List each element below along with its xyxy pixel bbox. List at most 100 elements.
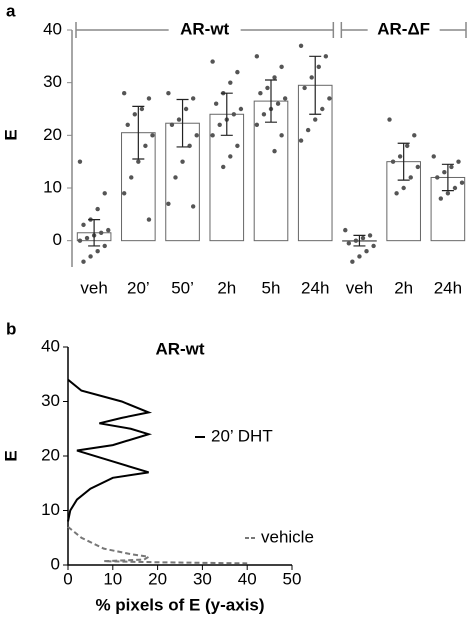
data-point xyxy=(401,185,406,191)
data-point xyxy=(459,180,465,185)
data-point xyxy=(371,243,376,249)
data-point xyxy=(415,164,421,170)
data-point xyxy=(275,101,281,106)
data-point xyxy=(279,133,284,138)
data-point xyxy=(235,143,240,149)
y-tick-label: 0 xyxy=(53,230,62,249)
data-point xyxy=(84,235,90,241)
label-bg xyxy=(168,19,241,41)
data-point xyxy=(129,175,134,180)
data-point xyxy=(210,133,215,138)
y-axis-label: E xyxy=(1,450,20,461)
data-point xyxy=(136,159,141,164)
group-label: AR-ΔF xyxy=(377,19,430,38)
data-point xyxy=(228,154,233,159)
x-axis-label: % pixels of E (y-axis) xyxy=(95,595,264,614)
panel-label: a xyxy=(6,1,16,20)
data-point xyxy=(88,254,93,259)
error-bar xyxy=(397,142,410,181)
error-bar xyxy=(309,55,322,115)
y-tick-label: 10 xyxy=(41,500,60,519)
data-point xyxy=(235,69,240,75)
data-point xyxy=(305,127,311,133)
y-tick-label: 30 xyxy=(43,72,62,91)
data-point xyxy=(445,191,451,196)
x-tick-label: 24h xyxy=(301,278,329,297)
data-point xyxy=(442,170,447,175)
data-point xyxy=(77,159,83,164)
data-point xyxy=(258,91,263,96)
data-point xyxy=(106,227,111,233)
x-tick-label: 20’ xyxy=(127,278,150,297)
y-tick-label: 0 xyxy=(51,554,60,573)
x-tick-label: 50’ xyxy=(171,278,194,297)
data-point xyxy=(327,96,332,101)
data-point xyxy=(367,233,373,238)
data-point xyxy=(121,191,127,196)
data-point xyxy=(169,122,175,128)
data-point xyxy=(102,191,107,196)
y-tick-label: 20 xyxy=(43,125,62,144)
error-bar xyxy=(220,92,233,136)
legend-label: vehicle xyxy=(261,527,314,546)
data-point xyxy=(150,133,155,138)
legend-label: 20’ DHT xyxy=(211,426,273,445)
data-point xyxy=(261,112,267,117)
data-point xyxy=(309,75,314,80)
data-point xyxy=(139,106,145,112)
bar xyxy=(253,100,289,242)
panel-label: b xyxy=(6,319,16,338)
data-point xyxy=(166,201,171,206)
data-point xyxy=(279,64,284,70)
error-bar xyxy=(265,79,277,123)
data-point xyxy=(213,101,219,106)
data-point xyxy=(357,254,362,259)
x-tick-label: 10 xyxy=(103,569,122,588)
series-line xyxy=(67,378,153,522)
data-point xyxy=(228,80,233,85)
error-bar xyxy=(176,98,189,148)
data-point xyxy=(320,106,325,112)
x-tick-label: 2h xyxy=(394,278,413,297)
data-point xyxy=(95,249,100,254)
y-tick-label: 30 xyxy=(41,391,60,410)
data-point xyxy=(405,143,410,149)
data-point xyxy=(431,154,436,159)
y-tick-label: 20 xyxy=(41,445,60,464)
data-point xyxy=(449,164,454,170)
data-point xyxy=(452,185,458,191)
x-tick-label: 30 xyxy=(193,569,212,588)
data-point xyxy=(254,122,260,128)
x-tick-label: veh xyxy=(346,278,373,297)
axes xyxy=(67,347,292,566)
data-point xyxy=(298,43,304,48)
data-point xyxy=(95,206,100,212)
y-tick-label: 40 xyxy=(41,336,60,355)
data-point xyxy=(435,175,440,180)
data-point xyxy=(313,117,318,122)
data-point xyxy=(302,85,307,91)
data-point xyxy=(316,64,321,70)
data-point xyxy=(121,91,127,96)
data-point xyxy=(98,230,104,235)
data-point xyxy=(272,75,277,80)
data-point xyxy=(183,106,189,112)
x-tick-label: 24h xyxy=(434,278,462,297)
data-point xyxy=(190,204,196,209)
series-line xyxy=(67,526,248,565)
data-point xyxy=(323,54,329,59)
data-point xyxy=(190,96,196,101)
data-point xyxy=(217,122,222,128)
data-point xyxy=(125,122,130,128)
x-tick-label: 2h xyxy=(217,278,236,297)
x-tick-label: 5h xyxy=(262,278,281,297)
data-point xyxy=(265,85,270,91)
data-point xyxy=(221,164,226,170)
data-point xyxy=(176,117,182,122)
data-point xyxy=(180,159,185,164)
error-bar xyxy=(353,234,366,247)
error-bar xyxy=(132,105,145,160)
data-point xyxy=(81,222,86,228)
x-tick-label: veh xyxy=(80,278,107,297)
data-point xyxy=(387,117,392,122)
